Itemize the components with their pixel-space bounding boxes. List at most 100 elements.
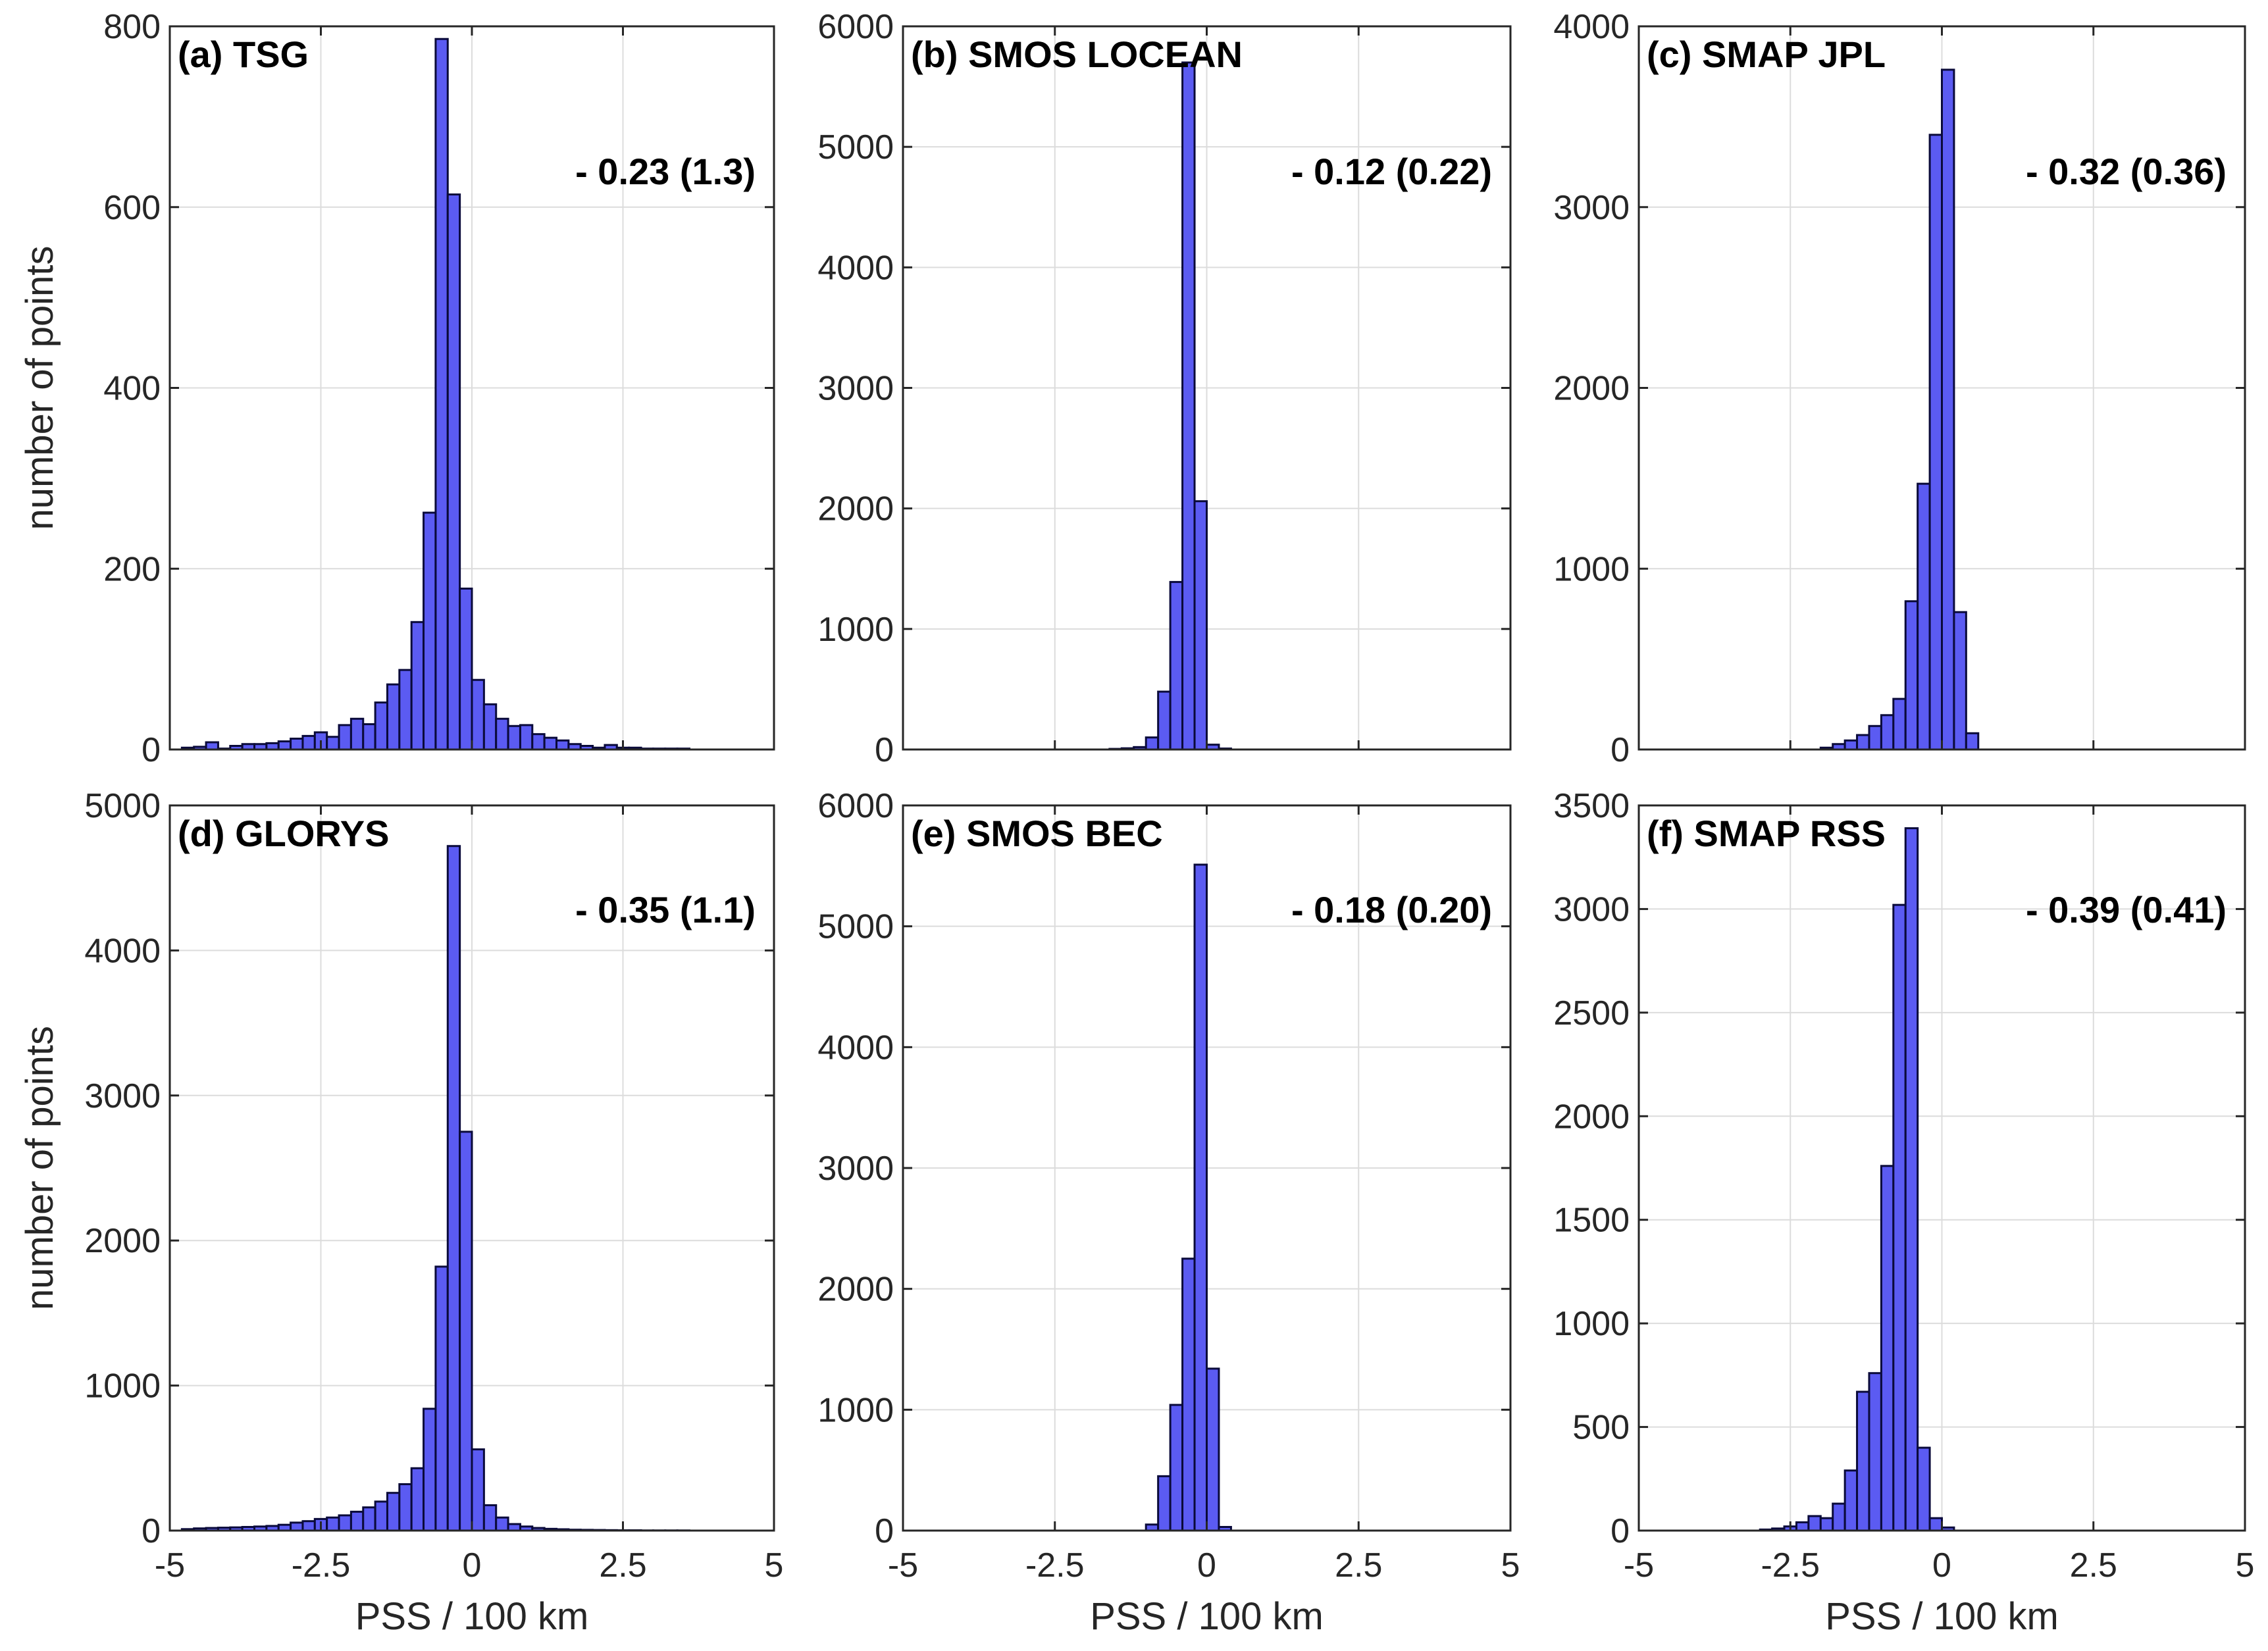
histogram-bar	[1169, 580, 1184, 751]
y-tick-label: 1000	[84, 1367, 161, 1406]
panel-title: (c) SMAP JPL	[1647, 34, 1886, 75]
y-tick-label: 0	[875, 731, 894, 769]
y-tick-label: 1000	[1553, 550, 1630, 588]
histogram-bar	[398, 1483, 413, 1532]
histogram-bar	[459, 1130, 473, 1532]
x-tick-label: 2.5	[599, 1546, 646, 1585]
histogram-bar	[205, 741, 219, 751]
y-tick-label: 400	[103, 370, 161, 408]
histogram-bar	[1904, 600, 1919, 751]
x-tick-label: 5	[765, 1546, 784, 1585]
histogram-bar	[446, 193, 461, 751]
histogram-bar	[1193, 863, 1208, 1532]
histogram-bar	[446, 845, 461, 1532]
histogram-bar	[1904, 827, 1919, 1532]
histogram-bar	[471, 1448, 485, 1532]
histogram-bar	[1880, 1165, 1895, 1532]
histogram-bar	[301, 1520, 316, 1532]
histogram-bar	[326, 1516, 340, 1532]
y-tick-label: 0	[1611, 731, 1630, 769]
y-tick-label: 0	[1611, 1512, 1630, 1550]
y-tick-label: 6000	[817, 787, 894, 825]
x-tick-label: -5	[1624, 1546, 1654, 1585]
x-tick-label: 2.5	[2070, 1546, 2117, 1585]
y-tick-label: 0	[142, 731, 161, 769]
histogram-bar	[1856, 734, 1870, 751]
histogram-bar	[531, 733, 546, 751]
panel-c: 0 1000 2000 3000 4000 (c) SMAP JPL - 0.32 (0.3…	[1553, 8, 2246, 769]
x-tick-label: 5	[1501, 1546, 1520, 1585]
x-tick-label: -5	[155, 1546, 185, 1585]
y-tick-label: 0	[142, 1512, 161, 1550]
x-tick-label: -2.5	[1761, 1546, 1820, 1585]
histogram-bar	[1917, 1446, 1931, 1532]
x-tick-label: 0	[1932, 1546, 1951, 1585]
histogram-bar	[301, 734, 316, 751]
y-tick-label: 3000	[1553, 189, 1630, 227]
y-tick-label: 3000	[817, 370, 894, 408]
y-tick-label: 800	[103, 8, 161, 46]
y-tick-label: 2000	[817, 490, 894, 528]
histogram-bar	[423, 511, 437, 751]
y-axis-label: number of points	[18, 1026, 61, 1310]
histogram-bar	[1157, 1475, 1172, 1532]
x-tick-label: -2.5	[292, 1546, 351, 1585]
y-tick-label: 3500	[1553, 787, 1630, 825]
histogram-bar	[386, 683, 401, 751]
panel-b: 0 1000 2000 3000 4000 5000 6000 (b) SMOS LOCEAN…	[817, 8, 1512, 769]
histogram-bar	[1892, 698, 1907, 751]
histogram-bar	[471, 678, 485, 751]
x-axis-label: PSS / 100 km	[1090, 1595, 1324, 1638]
statistics-annotation: - 0.18 (0.20)	[1291, 889, 1492, 930]
y-tick-label: 4000	[817, 1029, 894, 1067]
y-tick-label: 2500	[1553, 994, 1630, 1032]
x-tick-label: -2.5	[1025, 1546, 1085, 1585]
histogram-bar	[1832, 1502, 1846, 1532]
histogram-bar	[1169, 1404, 1184, 1532]
y-tick-label: 2000	[817, 1271, 894, 1309]
histogram-bar	[507, 724, 521, 751]
y-tick-label: 3000	[1553, 890, 1630, 928]
histogram-bar	[1917, 482, 1931, 751]
histogram-bar	[1181, 1257, 1196, 1532]
histogram-bar	[423, 1408, 437, 1532]
x-tick-label: 0	[1197, 1546, 1216, 1585]
y-tick-label: 3000	[84, 1077, 161, 1115]
histogram-bar	[519, 724, 534, 751]
y-axis-label: number of points	[18, 245, 61, 530]
histogram-bar	[374, 1500, 388, 1532]
histogram-bar	[1965, 732, 1980, 751]
histogram-bar	[459, 587, 473, 751]
histogram-bar	[362, 1506, 376, 1532]
histogram-bar	[410, 1467, 425, 1532]
y-tick-label: 5000	[84, 787, 161, 825]
histogram-bar	[410, 621, 425, 751]
x-axis-label: PSS / 100 km	[1825, 1595, 2059, 1638]
panel-f: 0 500 1000 1500 2000 2500 3000 3500 -5 -2.5 0 2.5 5 (…	[1553, 787, 2254, 1638]
y-tick-label: 3000	[817, 1150, 894, 1188]
panel-d: 0 1000 2000 3000 4000 5000 -5 -2.5 0 2.5 5 (d) GLOR…	[18, 787, 783, 1638]
x-axis-label: PSS / 100 km	[355, 1595, 589, 1638]
histogram-bar	[1807, 1515, 1822, 1532]
y-tick-label: 200	[103, 550, 161, 588]
histogram-bar	[434, 1265, 449, 1532]
histogram-bar	[338, 1514, 352, 1532]
histogram-bar	[1206, 1367, 1220, 1532]
histogram-bar	[1157, 690, 1172, 751]
y-tick-label: 2000	[84, 1222, 161, 1260]
histogram-bar	[398, 669, 413, 751]
histogram-bar	[1193, 500, 1208, 751]
histogram-bar	[1928, 134, 1944, 751]
histogram-bar	[434, 38, 449, 751]
y-tick-label: 4000	[817, 249, 894, 287]
histogram-bar	[277, 740, 292, 751]
histogram-bar	[290, 738, 304, 751]
y-tick-label: 1500	[1553, 1202, 1630, 1240]
histogram-bar	[1843, 1469, 1859, 1532]
histogram-bar	[1892, 903, 1907, 1532]
panel-title: (f) SMAP RSS	[1647, 813, 1886, 854]
histogram-bar	[482, 703, 498, 751]
statistics-annotation: - 0.12 (0.22)	[1291, 151, 1492, 192]
y-tick-label: 4000	[84, 932, 161, 970]
